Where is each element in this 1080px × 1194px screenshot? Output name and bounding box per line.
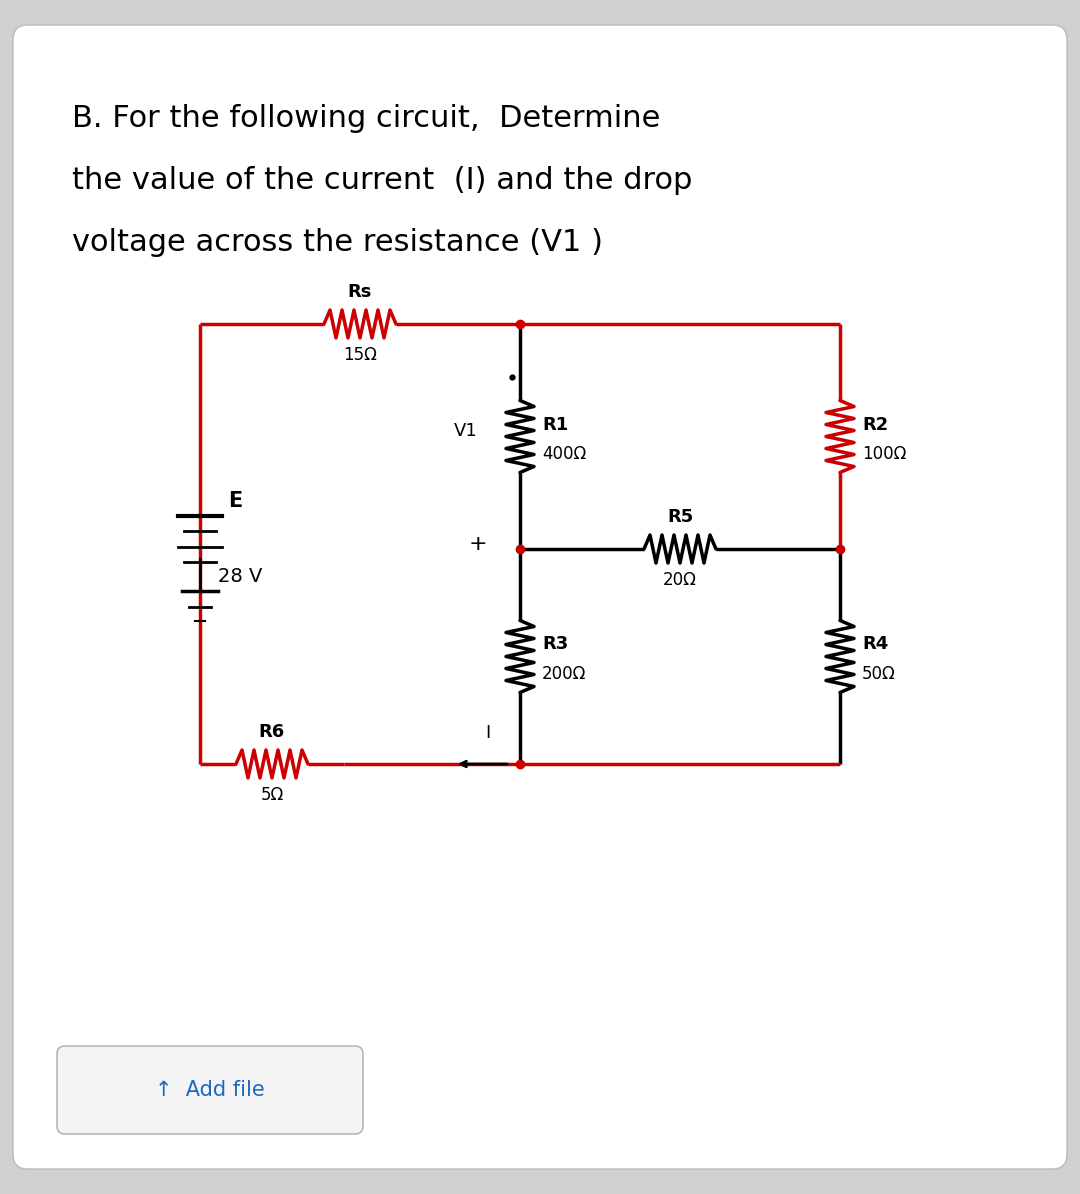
Text: R4: R4 — [862, 635, 888, 653]
Text: R2: R2 — [862, 416, 888, 433]
Text: B. For the following circuit,  Determine: B. For the following circuit, Determine — [72, 104, 660, 133]
Text: 15Ω: 15Ω — [343, 346, 377, 364]
Text: 5Ω: 5Ω — [260, 786, 284, 804]
Text: 20Ω: 20Ω — [663, 571, 697, 589]
Text: I: I — [485, 724, 490, 741]
Text: V1: V1 — [455, 423, 478, 441]
Text: 50Ω: 50Ω — [862, 665, 895, 683]
Text: R1: R1 — [542, 416, 568, 433]
Text: ↑  Add file: ↑ Add file — [156, 1081, 265, 1100]
Text: 200Ω: 200Ω — [542, 665, 586, 683]
Text: 100Ω: 100Ω — [862, 445, 906, 463]
Text: 28 V: 28 V — [218, 567, 262, 586]
Text: +: + — [469, 534, 487, 554]
Text: Rs: Rs — [348, 283, 373, 301]
Text: R6: R6 — [259, 724, 285, 741]
Text: E: E — [228, 491, 242, 511]
Text: the value of the current  (I) and the drop: the value of the current (I) and the dro… — [72, 166, 692, 195]
Text: 400Ω: 400Ω — [542, 445, 586, 463]
FancyBboxPatch shape — [57, 1046, 363, 1134]
Text: R3: R3 — [542, 635, 568, 653]
FancyBboxPatch shape — [13, 25, 1067, 1169]
Text: R5: R5 — [666, 507, 693, 527]
Text: voltage across the resistance (V1 ): voltage across the resistance (V1 ) — [72, 228, 603, 257]
